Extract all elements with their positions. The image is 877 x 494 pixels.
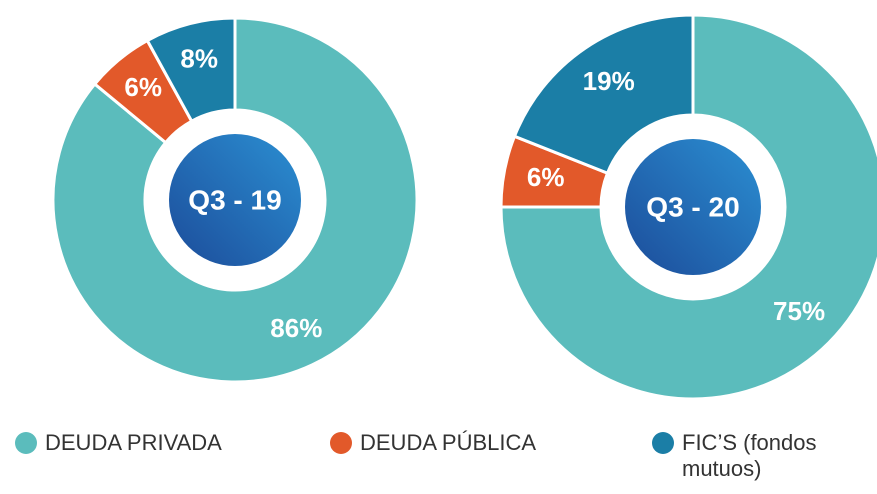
- legend-swatch: [330, 432, 352, 454]
- slice-label: 6%: [124, 72, 162, 102]
- slice-label: 8%: [180, 43, 218, 73]
- legend-item: FIC’S (fondos mutuos): [652, 430, 872, 482]
- slice: [51, 16, 419, 384]
- legend-text: FIC’S (fondos mutuos): [682, 430, 817, 481]
- slice: [145, 16, 237, 124]
- center-label: Q3 - 20: [646, 191, 739, 222]
- slice-label: 6%: [527, 162, 565, 192]
- slice: [499, 13, 877, 401]
- charts: 86% 6% 8% Q3 - 19 75% 6% 19% Q3 - 20: [51, 13, 877, 401]
- legend-text: DEUDA PRIVADA: [45, 430, 222, 455]
- legend-text: DEUDA PÚBLICA: [360, 430, 537, 455]
- legend-item: DEUDA PRIVADA: [15, 430, 315, 456]
- legend-swatch: [652, 432, 674, 454]
- slice: [512, 13, 695, 176]
- slice-label: 19%: [583, 66, 635, 96]
- legend-swatch: [15, 432, 37, 454]
- center-circle: [625, 139, 761, 275]
- center-label: Q3 - 19: [188, 184, 281, 215]
- legend-item: DEUDA PÚBLICA: [330, 430, 630, 456]
- slice-label: 75%: [773, 296, 825, 326]
- center-circle: [169, 134, 301, 266]
- slice-label: 86%: [270, 313, 322, 343]
